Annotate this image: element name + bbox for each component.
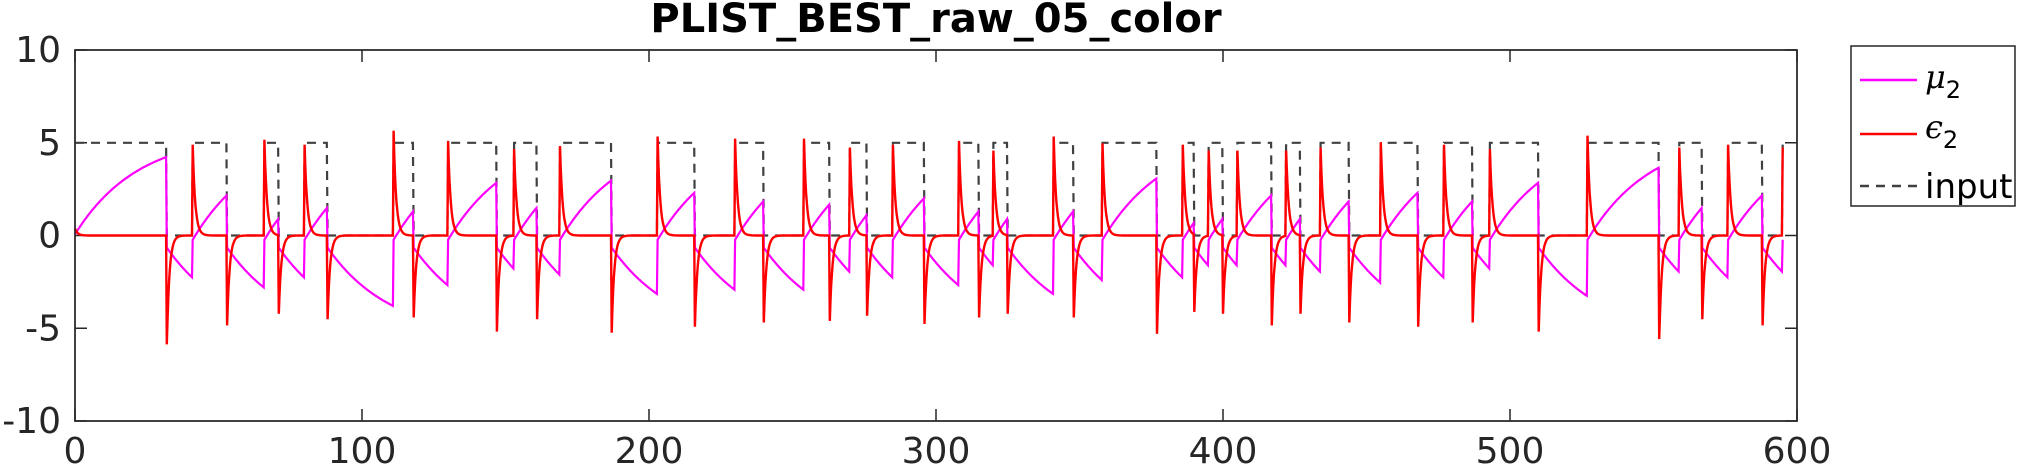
y-tick-label: 10 (15, 30, 61, 71)
x-tick-label: 300 (902, 431, 971, 472)
x-tick-label: 100 (328, 431, 397, 472)
legend-mu-label: μ2 (1925, 58, 1961, 104)
axis-ticks: 0 100 200 300 400 500 600 -10 -5 0 5 10 (2, 30, 1831, 472)
plot-frame-border (74, 49, 1798, 422)
legend-epsilon-label: ϵ2 (1925, 108, 1958, 154)
legend-box (1850, 45, 2016, 207)
y-tick-label: 5 (38, 123, 61, 164)
legend-input-label: input (1925, 167, 2012, 207)
series-layer (73, 130, 1784, 345)
x-tick-label: 400 (1189, 431, 1258, 472)
x-tick-label: 500 (1476, 431, 1545, 472)
legend: μ2 ϵ2 input (1850, 45, 2016, 207)
x-tick-label: 600 (1763, 431, 1832, 472)
x-tick-label: 200 (615, 431, 684, 472)
y-tick-label: -10 (2, 401, 61, 442)
y-tick-label: 0 (38, 216, 61, 257)
chart-title: PLIST_BEST_raw_05_color (650, 0, 1221, 42)
series-epsilon2-line (73, 130, 1784, 345)
x-tick-label: 0 (64, 431, 87, 472)
y-tick-label: -5 (25, 308, 61, 349)
